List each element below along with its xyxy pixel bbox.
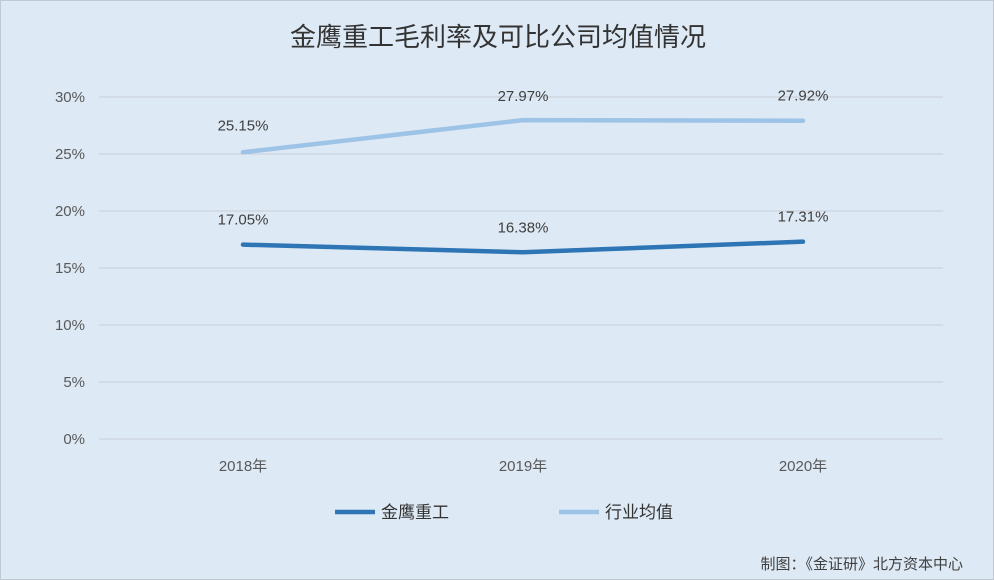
data-label: 17.31%	[778, 209, 829, 226]
gridlines	[99, 96, 943, 440]
y-tick-label: 0%	[63, 431, 85, 448]
y-tick-label: 10%	[55, 317, 85, 334]
y-tick-label: 25%	[55, 146, 85, 163]
x-tick-label: 2018年	[219, 458, 267, 475]
x-axis-tick-labels: 2018年 2019年 2020年	[219, 458, 827, 475]
series-line	[240, 239, 806, 255]
chart-title: 金鹰重工毛利率及可比公司均值情况	[290, 22, 706, 52]
legend: 金鹰重工 行业均值	[335, 503, 673, 522]
data-label: 17.05%	[218, 212, 269, 229]
chart-credit: 制图：《金证研》北方资本中心	[760, 556, 963, 573]
data-label: 27.97%	[498, 88, 549, 105]
y-tick-label: 5%	[63, 374, 85, 391]
legend-item-label: 金鹰重工	[381, 503, 449, 522]
data-labels: 17.05% 16.38% 17.31% 25.15% 27.97% 27.92%	[218, 88, 829, 237]
legend-item-label: 行业均值	[605, 503, 673, 522]
series-line	[240, 117, 806, 155]
y-tick-label: 15%	[55, 260, 85, 277]
y-tick-label: 20%	[55, 203, 85, 220]
y-axis-tick-labels: 0% 5% 10% 15% 20% 25% 30%	[55, 89, 85, 448]
y-tick-label: 30%	[55, 89, 85, 106]
x-tick-label: 2020年	[779, 458, 827, 475]
data-label: 25.15%	[218, 117, 269, 134]
data-label: 27.92%	[778, 88, 829, 105]
x-tick-label: 2019年	[499, 458, 547, 475]
series-lines	[240, 117, 806, 255]
data-label: 16.38%	[498, 219, 549, 236]
